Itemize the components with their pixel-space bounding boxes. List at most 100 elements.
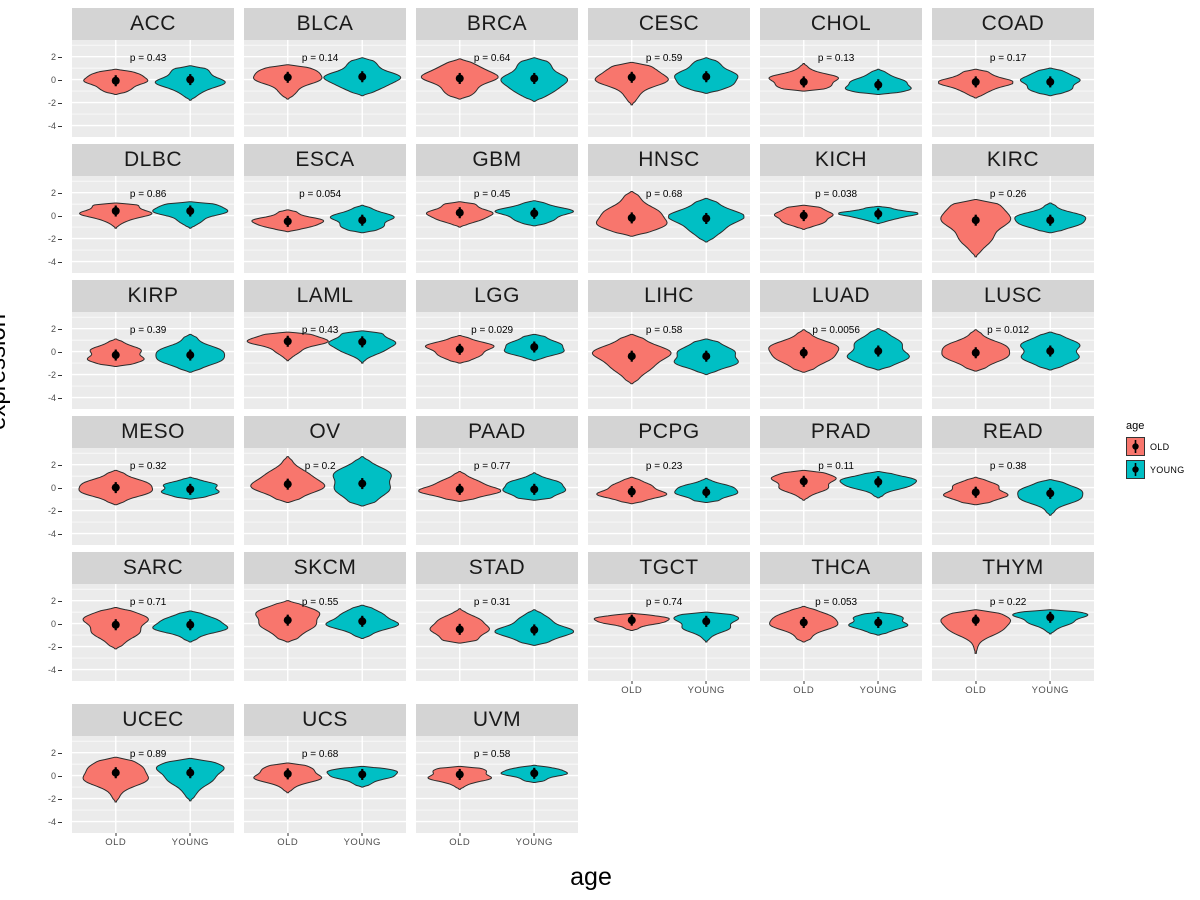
y-tick-label: 0 (50, 482, 56, 493)
y-tick-label: -2 (47, 233, 56, 244)
facet-CESC: CESC p = 0.59 (588, 8, 750, 137)
violin-panel-CHOL: p = 0.13 (760, 40, 922, 137)
violin-panel-HNSC: p = 0.68 (588, 176, 750, 273)
legend: age OLD YOUNG (1126, 420, 1198, 483)
x-tick-mark (1049, 681, 1051, 684)
median-point-SKCM-young (358, 617, 367, 626)
legend-entry-old: OLD (1126, 437, 1198, 456)
y-tick-mark (58, 464, 62, 466)
facet-UCEC: UCEC p = 0.89 OLD YOUNG (72, 704, 234, 849)
facet-PAAD: PAAD p = 0.77 (416, 416, 578, 545)
facet-strip-COAD: COAD (932, 8, 1094, 40)
x-tick-mark (189, 833, 191, 836)
facet-strip-KIRP: KIRP (72, 280, 234, 312)
violin-panel-LUSC: p = 0.012 (932, 312, 1094, 409)
violin-KIRC-old (940, 199, 1012, 258)
facet-strip-CHOL: CHOL (760, 8, 922, 40)
y-axis-ticks-row-3: 2 0 -2 -4 (36, 280, 62, 409)
y-tick-label: -4 (47, 528, 56, 539)
facet-strip-LAML: LAML (244, 280, 406, 312)
median-point-SKCM-old (283, 616, 292, 625)
x-tick-label-old: OLD (621, 685, 643, 696)
median-point-THYM-young (1046, 613, 1055, 622)
y-axis-ticks-row-6: 2 0 -2 -4 (36, 704, 62, 833)
facet-COAD: COAD p = 0.17 (932, 8, 1094, 137)
p-value-label-BLCA: p = 0.14 (302, 53, 339, 64)
median-point-THCA-young (874, 618, 883, 627)
y-tick-mark (58, 56, 62, 58)
p-value-label-LAML: p = 0.43 (302, 325, 339, 336)
p-value-label-KICH: p = 0.038 (815, 189, 857, 200)
y-tick-mark (58, 533, 62, 535)
x-tick-label-old: OLD (449, 837, 471, 848)
facet-strip-KIRC: KIRC (932, 144, 1094, 176)
facet-READ: READ p = 0.38 (932, 416, 1094, 545)
facet-PCPG: PCPG p = 0.23 (588, 416, 750, 545)
y-tick-label: -2 (47, 641, 56, 652)
facet-strip-KICH: KICH (760, 144, 922, 176)
x-tick-label-old: OLD (965, 685, 987, 696)
median-point-PCPG-old (627, 487, 636, 496)
median-point-GBM-young (530, 209, 539, 218)
facet-grid: 2 0 -2 -4 ACC p = 0.43 BLCA p = 0.14 BRCA p = 0.6… (36, 8, 1094, 849)
x-tick-mark (631, 681, 633, 684)
median-point-CHOL-young (874, 80, 883, 89)
violin-panel-BRCA: p = 0.64 (416, 40, 578, 137)
facet-strip-BLCA: BLCA (244, 8, 406, 40)
x-tick-label-old: OLD (793, 685, 815, 696)
facet-strip-PRAD: PRAD (760, 416, 922, 448)
empty-cell (760, 704, 922, 705)
y-tick-label: 2 (50, 187, 56, 198)
violin-panel-PCPG: p = 0.23 (588, 448, 750, 545)
p-value-label-SARC: p = 0.71 (130, 597, 167, 608)
y-tick-label: -2 (47, 369, 56, 380)
y-tick-label: -2 (47, 505, 56, 516)
median-point-PRAD-young (874, 477, 883, 486)
p-value-label-UVM: p = 0.58 (474, 749, 511, 760)
facet-strip-PAAD: PAAD (416, 416, 578, 448)
facet-KICH: KICH p = 0.038 (760, 144, 922, 273)
p-value-label-READ: p = 0.38 (990, 461, 1027, 472)
y-tick-mark (58, 397, 62, 399)
facet-strip-UCS: UCS (244, 704, 406, 736)
median-point-BLCA-young (358, 72, 367, 81)
facet-strip-OV: OV (244, 416, 406, 448)
p-value-label-OV: p = 0.2 (305, 461, 336, 472)
violin-panel-DLBC: p = 0.86 (72, 176, 234, 273)
y-tick-mark (58, 215, 62, 217)
facet-row-1: 2 0 -2 -4 ACC p = 0.43 BLCA p = 0.14 BRCA p = 0.6… (36, 8, 1094, 137)
median-point-CESC-young (702, 72, 711, 81)
median-point-LUAD-old (799, 348, 808, 357)
y-tick-mark (58, 646, 62, 648)
y-tick-label: -4 (47, 816, 56, 827)
facet-LGG: LGG p = 0.029 (416, 280, 578, 409)
median-point-UVM-old (455, 770, 464, 779)
median-point-LIHC-young (702, 352, 711, 361)
facet-strip-HNSC: HNSC (588, 144, 750, 176)
facet-strip-UVM: UVM (416, 704, 578, 736)
y-tick-label: 2 (50, 51, 56, 62)
median-point-UCS-old (283, 769, 292, 778)
facet-strip-LUSC: LUSC (932, 280, 1094, 312)
facet-strip-DLBC: DLBC (72, 144, 234, 176)
x-tick-mark (287, 833, 289, 836)
median-point-MESO-young (186, 485, 195, 494)
facet-KIRC: KIRC p = 0.26 (932, 144, 1094, 273)
y-axis-ticks-row-5: 2 0 -2 -4 (36, 552, 62, 681)
y-tick-mark (58, 374, 62, 376)
violin-panel-READ: p = 0.38 (932, 448, 1094, 545)
p-value-label-HNSC: p = 0.68 (646, 189, 683, 200)
y-tick-label: 0 (50, 210, 56, 221)
y-tick-label: 2 (50, 595, 56, 606)
median-point-OV-young (358, 479, 367, 488)
violin-panel-LIHC: p = 0.58 (588, 312, 750, 409)
legend-label-young: YOUNG (1150, 464, 1185, 475)
median-point-BRCA-old (455, 74, 464, 83)
violin-panel-UCEC: p = 0.89 (72, 736, 234, 833)
median-point-LAML-young (358, 337, 367, 346)
legend-title: age (1126, 420, 1145, 432)
facet-LUAD: LUAD p = 0.0056 (760, 280, 922, 409)
median-point-ACC-old (111, 76, 120, 85)
x-tick-label-young: YOUNG (343, 837, 381, 848)
p-value-label-THYM: p = 0.22 (990, 597, 1027, 608)
